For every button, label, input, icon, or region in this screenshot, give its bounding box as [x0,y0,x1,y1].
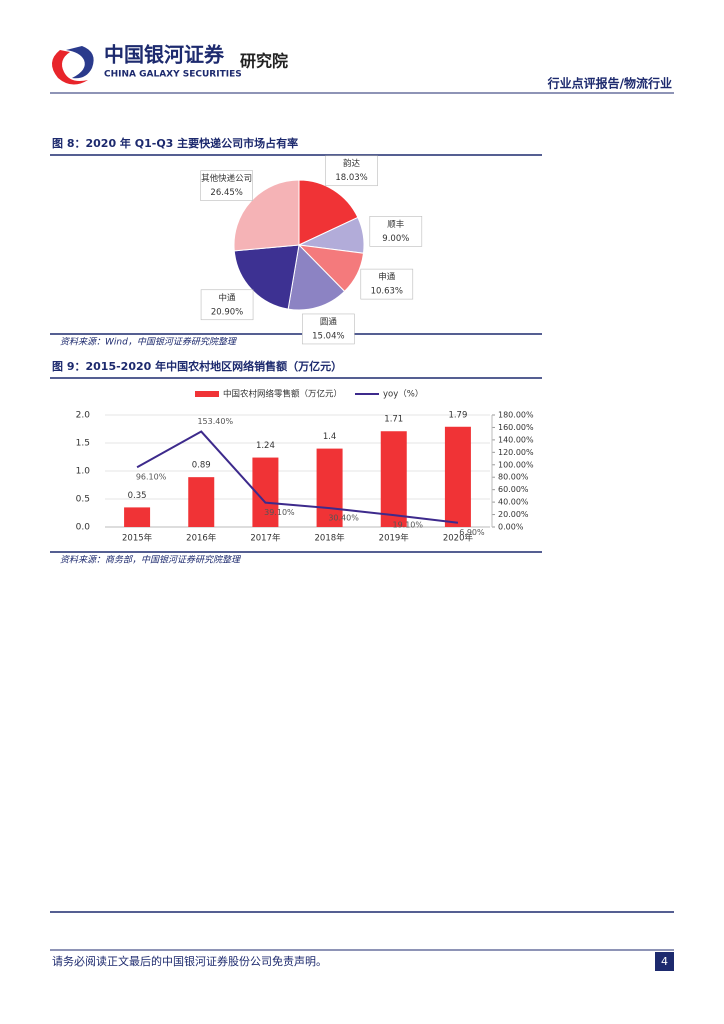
slice-label: 其他快递公司 [201,173,252,184]
y-tick-label: 1.0 [76,467,91,477]
y2-tick-label: 80.00% [498,473,529,482]
bar [316,448,343,527]
data-label: 0.89 [192,461,211,471]
logo-en: CHINA GALAXY SECURITIES [104,70,242,80]
slice-value: 9.00% [382,234,409,244]
data-label: 19.10% [392,521,423,530]
data-label: 1.79 [448,410,467,420]
slice-value: 26.45% [210,188,242,198]
y2-tick-label: 160.00% [498,423,534,432]
label-box [325,155,378,187]
y2-tick-label: 180.00% [498,411,534,420]
data-label: 6.90% [459,528,485,537]
institute: 研究院 [240,52,288,71]
slice-label: 韵达 [343,158,361,169]
figure-title: 图 9：2015-2020 年中国农村地区网络销售额（万亿元） [52,359,342,373]
y-tick-label: 0.5 [76,495,90,505]
data-label: 1.4 [323,432,337,442]
data-label: 39.10% [264,508,295,517]
x-tick-label: 2017年 [250,533,281,544]
label-box [360,268,414,300]
slice-value: 10.63% [371,287,403,297]
legend-label: 中国农村网络零售额（万亿元） [223,389,342,400]
y2-tick-label: 120.00% [498,448,534,457]
figure-source: 资料来源：Wind，中国银河证券研究院整理 [60,337,238,348]
data-label: 153.40% [197,417,233,426]
y-tick-label: 0.0 [76,523,91,533]
label-box [200,289,254,321]
y2-tick-label: 60.00% [498,485,529,494]
x-tick-label: 2015年 [122,533,153,544]
pie-slice [287,243,346,311]
bar [444,426,471,527]
slice-value: 20.90% [211,307,243,317]
y2-tick-label: 0.00% [498,523,524,532]
logo [51,46,94,85]
pie-slice [298,179,359,246]
legend-swatch [195,391,219,397]
x-tick-label: 2020年 [443,533,474,544]
logo-cn: 中国银河证券 [104,43,225,67]
x-tick-label: 2019年 [379,533,410,544]
y2-tick-label: 20.00% [498,510,529,519]
bar [380,431,407,527]
section: 行业点评报告/物流行业 [547,76,672,91]
logo-swirl [51,50,88,85]
figure-title: 图 8：2020 年 Q1-Q3 主要快递公司市场占有率 [52,136,298,150]
label-box [302,313,355,345]
pie-slice [233,179,300,252]
slice-label: 顺丰 [387,219,405,230]
label-box [369,216,423,247]
page-number: 4 [661,955,668,968]
y2-tick-label: 100.00% [498,460,534,469]
y-tick-label: 2.0 [76,411,91,421]
bar [188,477,215,527]
page-box [655,952,674,971]
legend-label: yoy（%） [383,389,423,400]
logo-swirl [66,46,94,79]
data-label: 0.35 [128,491,147,501]
pie-slice [233,244,300,310]
x-tick-label: 2018年 [315,533,346,544]
slice-label: 圆通 [320,316,338,327]
slice-value: 18.03% [335,173,367,183]
data-label: 96.10% [136,473,167,482]
y2-tick-label: 140.00% [498,435,534,444]
slice-value: 15.04% [312,331,344,341]
data-label: 1.24 [256,441,275,451]
data-label: 1.71 [384,415,403,425]
y2-tick-label: 40.00% [498,498,529,507]
y-tick-label: 1.5 [76,439,90,449]
disclaimer: 请务必阅读正文最后的中国银河证券股份公司免责声明。 [52,954,327,968]
figure-source: 资料来源：商务部，中国银河证券研究院整理 [60,555,242,566]
data-label: 30.40% [328,514,359,523]
line [136,430,459,524]
x-tick-label: 2016年 [186,533,217,544]
slice-label: 申通 [378,272,396,283]
slice-label: 中通 [219,292,237,303]
bar [124,507,151,527]
label-box [200,170,253,201]
